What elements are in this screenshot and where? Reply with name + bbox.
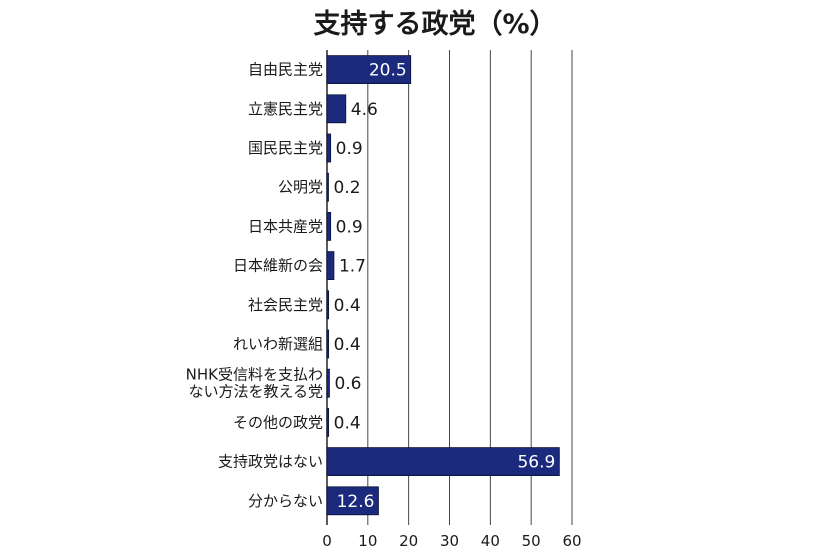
- bar: [326, 55, 412, 84]
- bar: [326, 251, 335, 281]
- chart-title: 支持する政党（%）: [313, 9, 556, 40]
- category-label: 分からない: [248, 492, 323, 510]
- value-label: 4.6: [351, 100, 378, 120]
- value-label: 12.6: [337, 492, 375, 512]
- value-label: 1.7: [339, 257, 366, 277]
- category-label: 支持政党はない: [218, 453, 323, 471]
- category-label: 立憲民主党: [248, 100, 323, 118]
- bars: 20.5 4.6 0.9 0.2 0.9 1.7 0.4 0.4 0.6 0.4 56.9 12.6: [326, 55, 560, 516]
- x-tick-label: 60: [562, 532, 581, 550]
- category-label: NHK受信料を支払わ: [186, 366, 323, 384]
- category-label: 日本共産党: [248, 217, 323, 235]
- category-label: ない方法を教える党: [188, 383, 323, 401]
- value-label: 20.5: [369, 61, 407, 81]
- bar: [326, 447, 560, 477]
- x-tick-label: 40: [481, 532, 500, 550]
- grid-lines: [326, 50, 573, 525]
- x-tick-label: 10: [358, 532, 377, 550]
- x-axis-ticks: 0 10 20 30 40 50 60: [322, 532, 581, 550]
- value-label: 56.9: [517, 453, 555, 473]
- bar: [326, 486, 379, 516]
- x-tick-label: 50: [522, 532, 541, 550]
- bar: [326, 368, 330, 398]
- category-label: 自由民主党: [248, 61, 323, 79]
- bar: [326, 94, 347, 124]
- category-label: 社会民主党: [248, 296, 323, 314]
- value-label: 0.2: [334, 178, 361, 198]
- category-label: れいわ新選組: [233, 335, 323, 353]
- category-label: 日本維新の会: [233, 257, 323, 275]
- category-label: 公明党: [278, 178, 323, 196]
- bar: [326, 172, 329, 202]
- value-label: 0.4: [334, 335, 361, 355]
- value-label: 0.9: [336, 217, 363, 237]
- value-label: 0.9: [336, 139, 363, 159]
- bar: [326, 133, 332, 163]
- bar: [326, 329, 330, 359]
- x-tick-label: 20: [399, 532, 418, 550]
- value-label: 0.6: [334, 374, 361, 394]
- category-labels: 自由民主党立憲民主党国民民主党公明党日本共産党日本維新の会社会民主党れいわ新選組…: [186, 61, 323, 510]
- category-label: 国民民主党: [248, 139, 323, 157]
- bar: [326, 211, 332, 241]
- bar: [326, 407, 330, 437]
- x-tick-label: 0: [322, 532, 332, 550]
- category-label: その他の政党: [233, 413, 323, 431]
- bar: [326, 290, 330, 320]
- value-label: 0.4: [334, 296, 361, 316]
- value-label: 0.4: [334, 413, 361, 433]
- x-tick-label: 30: [440, 532, 459, 550]
